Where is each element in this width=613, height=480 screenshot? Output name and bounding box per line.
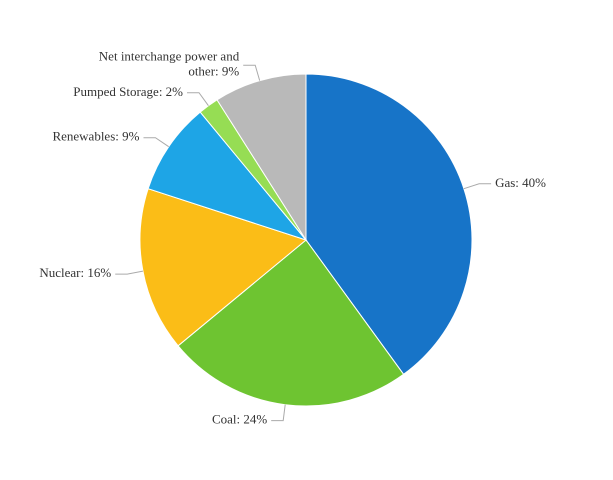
leader-line xyxy=(463,183,492,190)
data-label: Gas: 40% xyxy=(495,175,546,190)
pie-slice xyxy=(147,111,308,242)
label-line: Coal: 24% xyxy=(212,412,267,427)
label-line: Gas: 40% xyxy=(495,175,546,190)
leader-line xyxy=(271,404,286,422)
pie-slice xyxy=(177,239,405,407)
data-label: Coal: 24% xyxy=(212,412,267,427)
leader-line xyxy=(243,64,261,81)
data-label: Renewables: 9% xyxy=(52,129,139,144)
pie-slice xyxy=(216,73,307,242)
leader-line xyxy=(143,137,169,148)
label-line: Renewables: 9% xyxy=(52,129,139,144)
label-line: Net interchange power and xyxy=(99,49,240,64)
label-line: other: 9% xyxy=(188,64,239,79)
data-label: Net interchange power and other: 9% xyxy=(99,49,240,79)
leader-line xyxy=(115,270,144,275)
pie-slice xyxy=(139,188,308,347)
pie-slice xyxy=(305,73,473,375)
label-line: Pumped Storage: 2% xyxy=(73,84,183,99)
data-label: Pumped Storage: 2% xyxy=(73,84,183,99)
leader-line xyxy=(187,92,209,106)
label-line: Nuclear: 16% xyxy=(39,265,111,280)
data-label: Nuclear: 16% xyxy=(39,265,111,280)
